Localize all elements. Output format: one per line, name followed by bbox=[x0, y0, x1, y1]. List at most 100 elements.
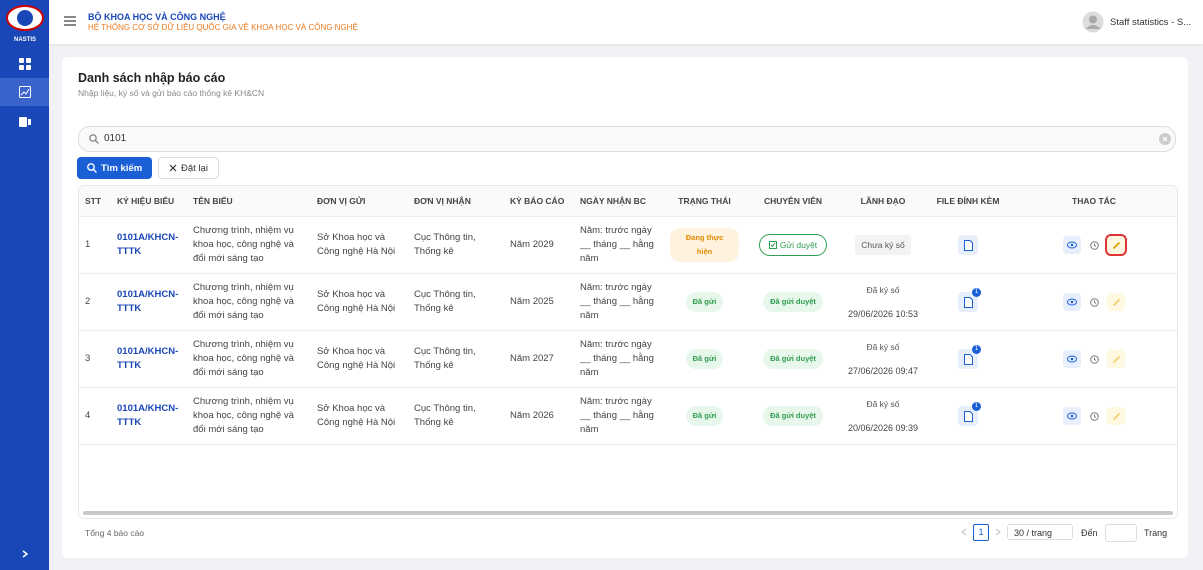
eye-icon bbox=[1067, 412, 1077, 420]
eye-icon bbox=[1067, 241, 1077, 249]
sender: Sở Khoa học và Công nghệ Hà Nội bbox=[311, 216, 408, 274]
sender: Sở Khoa học và Công nghệ Hà Nội bbox=[311, 330, 408, 388]
nav-expand[interactable] bbox=[0, 540, 49, 568]
h-scrollbar[interactable] bbox=[83, 511, 1173, 515]
attachment-button[interactable]: 1 bbox=[958, 288, 981, 312]
column-header: STT bbox=[79, 186, 111, 217]
nav-data[interactable] bbox=[0, 108, 49, 136]
deadline: Năm: trước ngày __ tháng __ hằng năm bbox=[574, 387, 664, 445]
page-size: 30 / trang bbox=[1014, 528, 1053, 538]
menu-toggle[interactable] bbox=[64, 16, 76, 26]
current-page[interactable]: 1 bbox=[973, 524, 989, 541]
form-code[interactable]: 0101A/KHCN-TTTK bbox=[111, 330, 187, 388]
history-button[interactable] bbox=[1085, 350, 1103, 368]
actions-cell bbox=[1011, 330, 1177, 388]
clear-search[interactable] bbox=[1159, 133, 1171, 145]
content-card: Danh sách nhập báo cáo Nhập liệu, ký số … bbox=[62, 57, 1188, 558]
file-icon bbox=[963, 353, 973, 365]
history-button[interactable] bbox=[1085, 236, 1103, 254]
column-header: LÃNH ĐẠO bbox=[841, 186, 925, 217]
page-size-select[interactable]: 30 / trang bbox=[1007, 524, 1073, 540]
pencil-icon bbox=[1112, 241, 1120, 249]
header-row: STT KÝ HIỆU BIỂU TÊN BIỂU ĐƠN VỊ GỬI ĐƠN VỊ … bbox=[79, 186, 1177, 217]
form-code[interactable]: 0101A/KHCN-TTTK bbox=[111, 216, 187, 274]
table-row: 2 0101A/KHCN-TTTK Chương trình, nhiệm vụ k… bbox=[79, 273, 1177, 331]
send-icon bbox=[768, 241, 777, 249]
officer-cell: Đã gửi duyệt bbox=[745, 387, 841, 445]
sidebar: NASTIS bbox=[0, 0, 49, 570]
column-header: ĐƠN VỊ NHẬN bbox=[408, 186, 504, 217]
reset-button-label: Đặt lại bbox=[181, 162, 208, 174]
user-name[interactable]: Staff statistics - S... bbox=[1110, 17, 1192, 28]
column-header: ĐƠN VỊ GỬI bbox=[311, 186, 408, 217]
next-page[interactable] bbox=[994, 528, 1002, 536]
edit-button[interactable] bbox=[1107, 407, 1125, 425]
eye-icon bbox=[1067, 298, 1077, 306]
logo-mark bbox=[6, 5, 44, 31]
officer-cell: Gửi duyệt bbox=[745, 216, 841, 274]
reset-button[interactable]: Đặt lại bbox=[158, 157, 219, 179]
attachment-cell bbox=[925, 216, 1011, 274]
table-row: 3 0101A/KHCN-TTTK Chương trình, nhiệm vụ k… bbox=[79, 330, 1177, 388]
form-code[interactable]: 0101A/KHCN-TTTK bbox=[111, 387, 187, 445]
attachment-count: 1 bbox=[972, 402, 981, 411]
sender: Sở Khoa học và Công nghệ Hà Nội bbox=[311, 387, 408, 445]
clock-icon bbox=[1089, 240, 1099, 250]
leader-status: Đã ký số bbox=[866, 342, 900, 352]
receiver: Cục Thông tin, Thống kê bbox=[408, 216, 504, 274]
stt: 4 bbox=[79, 387, 111, 445]
history-button[interactable] bbox=[1085, 407, 1103, 425]
avatar[interactable] bbox=[1082, 11, 1104, 33]
search-button-icon bbox=[87, 163, 97, 173]
table-row: 4 0101A/KHCN-TTTK Chương trình, nhiệm vụ k… bbox=[79, 387, 1177, 445]
status-cell: Đang thực hiện bbox=[664, 216, 745, 274]
edit-button[interactable] bbox=[1105, 234, 1127, 256]
search-input[interactable]: 0101 bbox=[78, 126, 1176, 152]
view-button[interactable] bbox=[1063, 407, 1081, 425]
attachment-button[interactable]: 1 bbox=[958, 402, 981, 426]
pencil-icon bbox=[1112, 412, 1120, 420]
table: STT KÝ HIỆU BIỂU TÊN BIỂU ĐƠN VỊ GỬI ĐƠN VỊ … bbox=[79, 186, 1177, 445]
column-header: KÝ HIỆU BIỂU bbox=[111, 186, 187, 217]
pencil-icon bbox=[1112, 355, 1120, 363]
leader-cell: Đã ký số 27/06/2026 09:47 bbox=[841, 330, 925, 388]
receiver: Cục Thông tin, Thống kê bbox=[408, 330, 504, 388]
signed-at: 29/06/2026 10:53 bbox=[847, 309, 919, 319]
receiver: Cục Thông tin, Thống kê bbox=[408, 387, 504, 445]
attachment-button[interactable]: 1 bbox=[958, 345, 981, 369]
send-approval-button[interactable]: Gửi duyệt bbox=[758, 234, 828, 256]
form-code[interactable]: 0101A/KHCN-TTTK bbox=[111, 273, 187, 331]
goto-suffix: Trang bbox=[1144, 528, 1168, 538]
search-icon bbox=[89, 134, 99, 144]
period: Năm 2029 bbox=[504, 216, 574, 274]
column-header: KỲ BÁO CÁO bbox=[504, 186, 574, 217]
prev-page[interactable] bbox=[960, 528, 968, 536]
officer-chip: Đã gửi duyệt bbox=[763, 406, 823, 426]
history-button[interactable] bbox=[1085, 293, 1103, 311]
attachment-button[interactable] bbox=[958, 235, 978, 255]
leader-status: Đã ký số bbox=[866, 399, 900, 409]
search-value: 0101 bbox=[104, 133, 127, 144]
edit-button[interactable] bbox=[1107, 293, 1125, 311]
report-table: STT KÝ HIỆU BIỂU TÊN BIỂU ĐƠN VỊ GỬI ĐƠN VỊ … bbox=[78, 185, 1178, 519]
period: Năm 2025 bbox=[504, 273, 574, 331]
nav-dashboard[interactable] bbox=[0, 50, 49, 78]
view-button[interactable] bbox=[1063, 293, 1081, 311]
column-header: CHUYÊN VIÊN bbox=[745, 186, 841, 217]
view-button[interactable] bbox=[1063, 350, 1081, 368]
edit-button[interactable] bbox=[1107, 350, 1125, 368]
signed-at: 27/06/2026 09:47 bbox=[847, 366, 919, 376]
page-title: Danh sách nhập báo cáo bbox=[78, 71, 226, 85]
attachment-cell: 1 bbox=[925, 330, 1011, 388]
leader-status: Đã ký số bbox=[866, 285, 900, 295]
leader-cell: Đã ký số 20/06/2026 09:39 bbox=[841, 387, 925, 445]
stt: 1 bbox=[79, 216, 111, 274]
search-button-label: Tìm kiếm bbox=[101, 162, 143, 174]
goto-input[interactable] bbox=[1105, 524, 1137, 542]
file-icon bbox=[963, 410, 973, 422]
column-header: THAO TÁC bbox=[1011, 186, 1177, 217]
search-button[interactable]: Tìm kiếm bbox=[77, 157, 153, 179]
table-body: 1 0101A/KHCN-TTTK Chương trình, nhiệm vụ k… bbox=[79, 216, 1177, 445]
nav-reports[interactable] bbox=[0, 78, 49, 106]
view-button[interactable] bbox=[1063, 236, 1081, 254]
